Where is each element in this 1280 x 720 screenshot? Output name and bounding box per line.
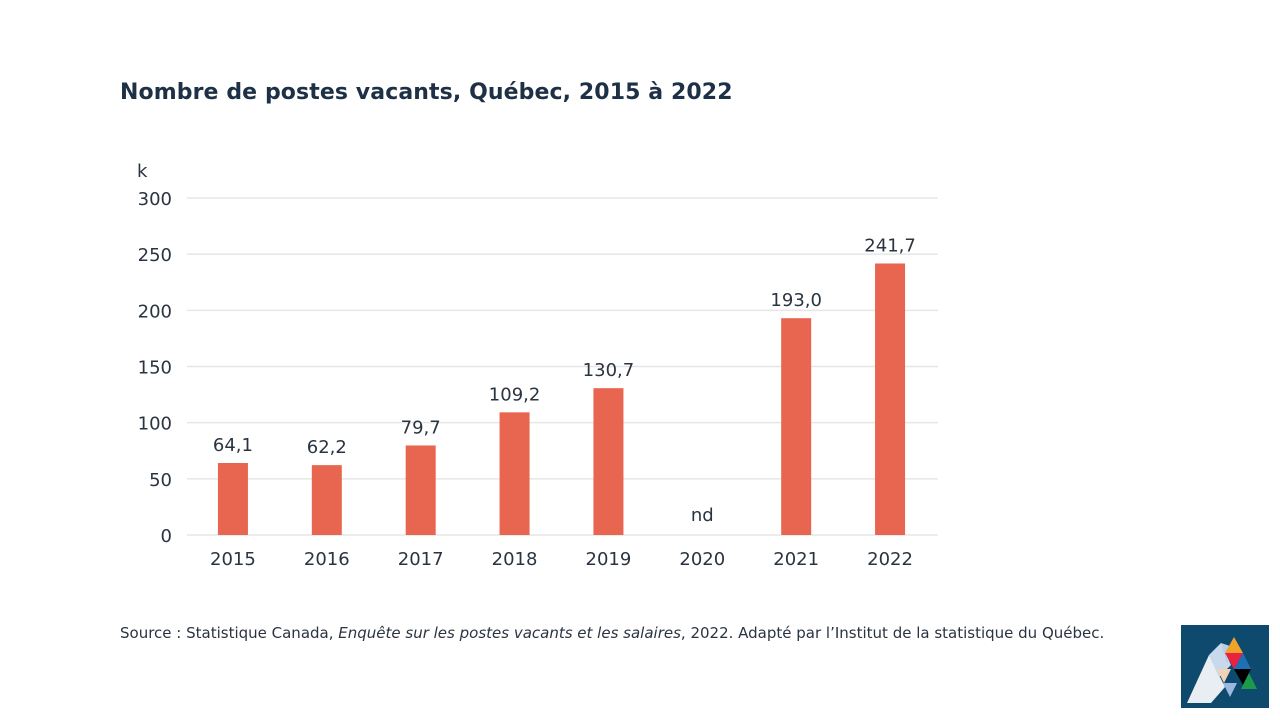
source-prefix: Source : Statistique Canada, (120, 624, 339, 642)
y-axis-unit-label: k (137, 161, 148, 182)
x-tick-label: 2020 (679, 549, 725, 570)
x-tick-label: 2016 (304, 549, 350, 570)
data-label-2019: 130,7 (583, 360, 635, 381)
y-tick-label: 50 (149, 470, 172, 491)
source-suffix: , 2022. Adapté par l’Institut de la stat… (680, 624, 1105, 642)
x-tick-label: 2015 (210, 549, 256, 570)
bar-2017 (405, 445, 436, 535)
data-label-2017: 79,7 (401, 417, 441, 438)
bar-2016 (311, 465, 342, 535)
x-tick-label: 2018 (492, 549, 538, 570)
y-tick-label: 0 (161, 526, 172, 547)
chart-title: Nombre de postes vacants, Québec, 2015 à… (120, 80, 733, 105)
x-tick-label: 2017 (398, 549, 444, 570)
x-tick-label: 2022 (867, 549, 913, 570)
data-label-2022: 241,7 (864, 235, 916, 256)
isq-logo (1181, 625, 1269, 708)
x-tick-label: 2021 (773, 549, 819, 570)
bar-2022 (875, 263, 906, 535)
data-label-2020: nd (691, 505, 714, 526)
y-tick-label: 100 (138, 414, 172, 435)
bar-2021 (781, 318, 812, 535)
y-tick-label: 200 (138, 301, 172, 322)
bar-2019 (593, 388, 624, 535)
y-tick-label: 250 (138, 245, 172, 266)
bar-2018 (499, 412, 530, 535)
data-label-2015: 64,1 (213, 435, 253, 456)
data-label-2018: 109,2 (489, 384, 541, 405)
source-note: Source : Statistique Canada, Enquête sur… (120, 624, 1104, 642)
bar-2015 (217, 462, 248, 535)
source-publication: Enquête sur les postes vacants et les sa… (338, 624, 681, 642)
data-label-2021: 193,0 (770, 290, 822, 311)
x-tick-label: 2019 (586, 549, 632, 570)
y-tick-label: 300 (138, 189, 172, 210)
data-label-2016: 62,2 (307, 437, 347, 458)
y-tick-label: 150 (138, 358, 172, 379)
